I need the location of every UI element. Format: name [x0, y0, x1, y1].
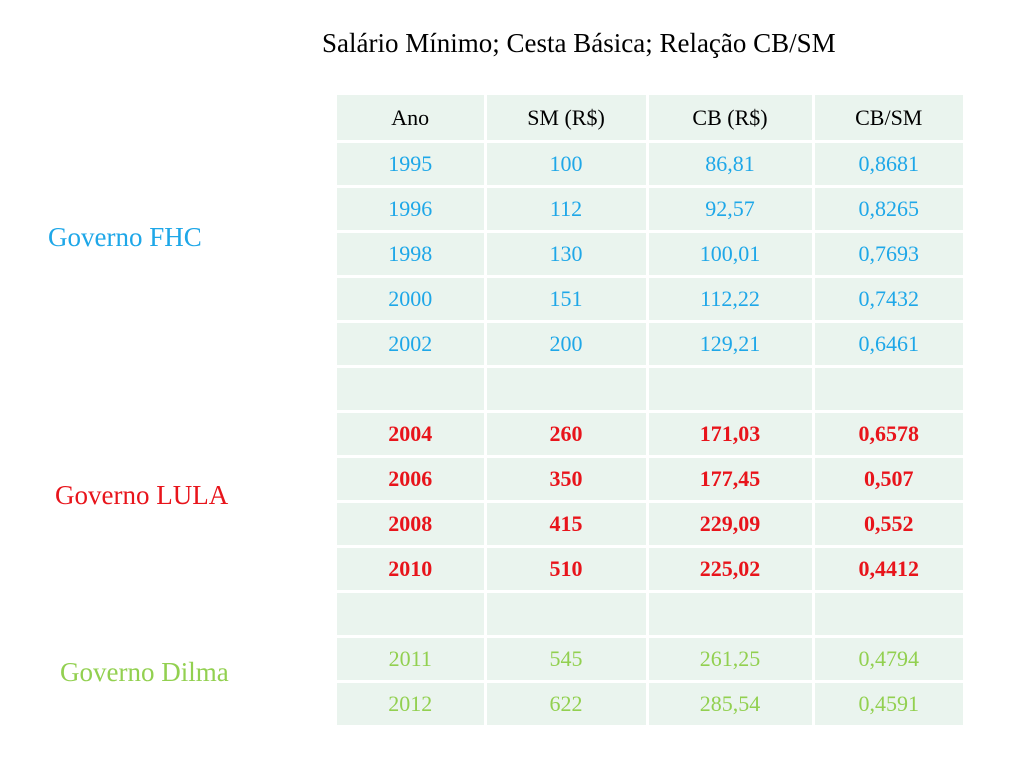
table-row: 2008 415 229,09 0,552 [337, 501, 963, 548]
cell-ano: 2006 [337, 456, 487, 503]
cell-cb: 285,54 [647, 681, 815, 725]
table-row: 2012 622 285,54 0,4591 [337, 681, 963, 725]
cell-cb-sm: 0,552 [813, 501, 963, 548]
cell-ano: 1998 [337, 231, 487, 278]
cell-ano: 2008 [337, 501, 487, 548]
page-title: Salário Mínimo; Cesta Básica; Relação CB… [322, 28, 836, 58]
table-row: 1995 100 86,81 0,8681 [337, 141, 963, 188]
cell-sm: 260 [485, 411, 649, 458]
label-governo-fhc: Governo FHC [48, 222, 202, 252]
cell-ano: 2012 [337, 681, 487, 725]
cell-ano: 1996 [337, 186, 487, 233]
cell-cb: 100,01 [647, 231, 815, 278]
cell-cb-sm: 0,4794 [813, 636, 963, 683]
table-row: 2000 151 112,22 0,7432 [337, 276, 963, 323]
cell-sm: 545 [485, 636, 649, 683]
cell-cb: 225,02 [647, 546, 815, 593]
cell-ano: 2004 [337, 411, 487, 458]
cell-cb-sm: 0,8265 [813, 186, 963, 233]
cell-cb-sm: 0,6578 [813, 411, 963, 458]
cell-sm: 112 [485, 186, 649, 233]
empty-cell [337, 366, 487, 413]
cell-cb: 92,57 [647, 186, 815, 233]
cell-cb: 229,09 [647, 501, 815, 548]
table-header-row: Ano SM (R$) CB (R$) CB/SM [337, 95, 963, 143]
table-row: 2011 545 261,25 0,4794 [337, 636, 963, 683]
cell-ano: 2002 [337, 321, 487, 368]
header-cb: CB (R$) [647, 95, 815, 143]
cell-ano: 2010 [337, 546, 487, 593]
cell-cb: 86,81 [647, 141, 815, 188]
empty-cell [813, 366, 963, 413]
data-table: Ano SM (R$) CB (R$) CB/SM 1995 100 86,81… [337, 95, 963, 725]
empty-cell [647, 591, 815, 638]
table-row: 2010 510 225,02 0,4412 [337, 546, 963, 593]
cell-cb: 177,45 [647, 456, 815, 503]
empty-cell [813, 591, 963, 638]
table-row: 2004 260 171,03 0,6578 [337, 411, 963, 458]
cell-sm: 622 [485, 681, 649, 725]
empty-cell [485, 591, 649, 638]
table-row-empty [337, 366, 963, 413]
cell-sm: 151 [485, 276, 649, 323]
table-row: 2006 350 177,45 0,507 [337, 456, 963, 503]
cell-sm: 350 [485, 456, 649, 503]
cell-ano: 2011 [337, 636, 487, 683]
empty-cell [337, 591, 487, 638]
cell-ano: 1995 [337, 141, 487, 188]
header-ano: Ano [337, 95, 487, 143]
cell-cb-sm: 0,8681 [813, 141, 963, 188]
table-row: 1998 130 100,01 0,7693 [337, 231, 963, 278]
cell-cb: 112,22 [647, 276, 815, 323]
cell-sm: 130 [485, 231, 649, 278]
label-governo-lula: Governo LULA [55, 480, 229, 510]
empty-cell [647, 366, 815, 413]
cell-sm: 510 [485, 546, 649, 593]
cell-cb-sm: 0,6461 [813, 321, 963, 368]
cell-sm: 100 [485, 141, 649, 188]
cell-cb-sm: 0,4412 [813, 546, 963, 593]
cell-cb-sm: 0,7693 [813, 231, 963, 278]
header-cb-sm: CB/SM [813, 95, 963, 143]
cell-cb: 261,25 [647, 636, 815, 683]
header-sm: SM (R$) [485, 95, 649, 143]
cell-ano: 2000 [337, 276, 487, 323]
cell-cb-sm: 0,7432 [813, 276, 963, 323]
table-row: 1996 112 92,57 0,8265 [337, 186, 963, 233]
cell-sm: 200 [485, 321, 649, 368]
cell-cb: 129,21 [647, 321, 815, 368]
cell-cb-sm: 0,507 [813, 456, 963, 503]
cell-cb: 171,03 [647, 411, 815, 458]
cell-cb-sm: 0,4591 [858, 691, 920, 716]
cell-sm: 415 [485, 501, 649, 548]
label-governo-dilma: Governo Dilma [60, 657, 229, 687]
empty-cell [485, 366, 649, 413]
table-row-empty [337, 591, 963, 638]
table-row: 2002 200 129,21 0,6461 [337, 321, 963, 368]
